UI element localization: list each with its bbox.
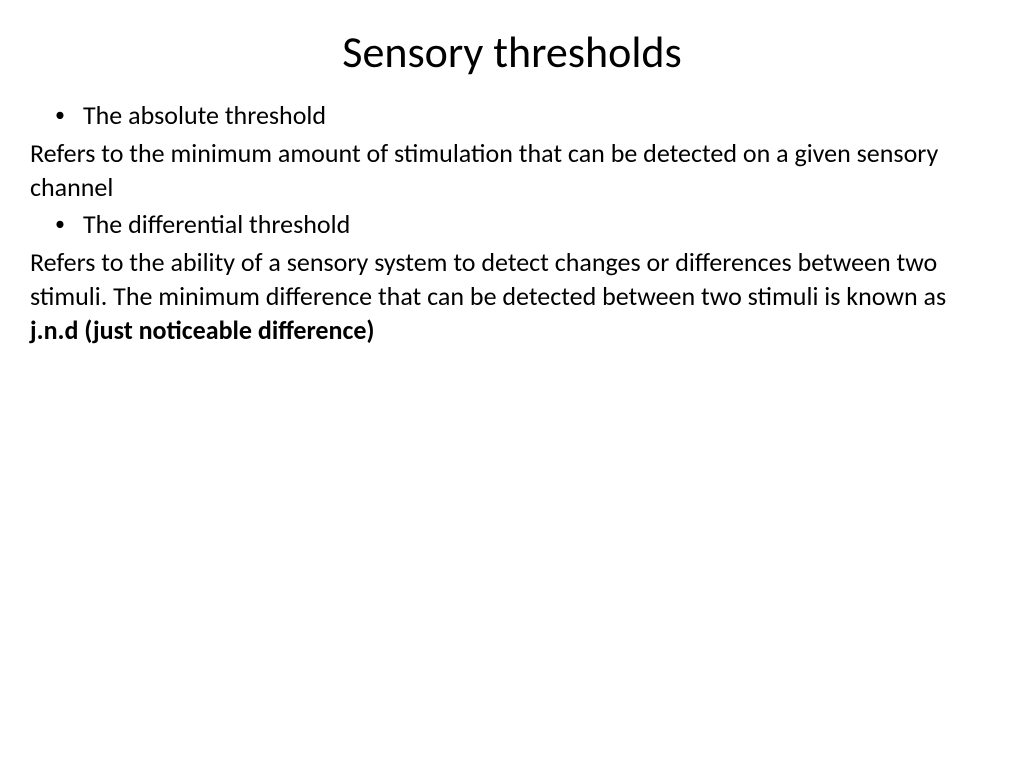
bullet-item-1: • The absolute threshold <box>30 99 994 133</box>
body-text-2-bold: j.n.d (just noticeable difference) <box>30 314 375 346</box>
body-text-1: Refers to the minimum amount of stimulat… <box>30 137 994 205</box>
body-text-2: Refers to the ability of a sensory syste… <box>30 246 994 347</box>
slide-title: Sensory thresholds <box>30 25 994 79</box>
bullet-marker-icon: • <box>55 208 65 240</box>
bullet-text-2: The differential threshold <box>83 208 994 242</box>
bullet-marker-icon: • <box>55 99 65 131</box>
slide-content: • The absolute threshold Refers to the m… <box>30 99 994 348</box>
bullet-item-2: • The differential threshold <box>30 208 994 242</box>
bullet-text-1: The absolute threshold <box>83 99 994 133</box>
body-text-2-normal: Refers to the ability of a sensory syste… <box>30 246 946 312</box>
